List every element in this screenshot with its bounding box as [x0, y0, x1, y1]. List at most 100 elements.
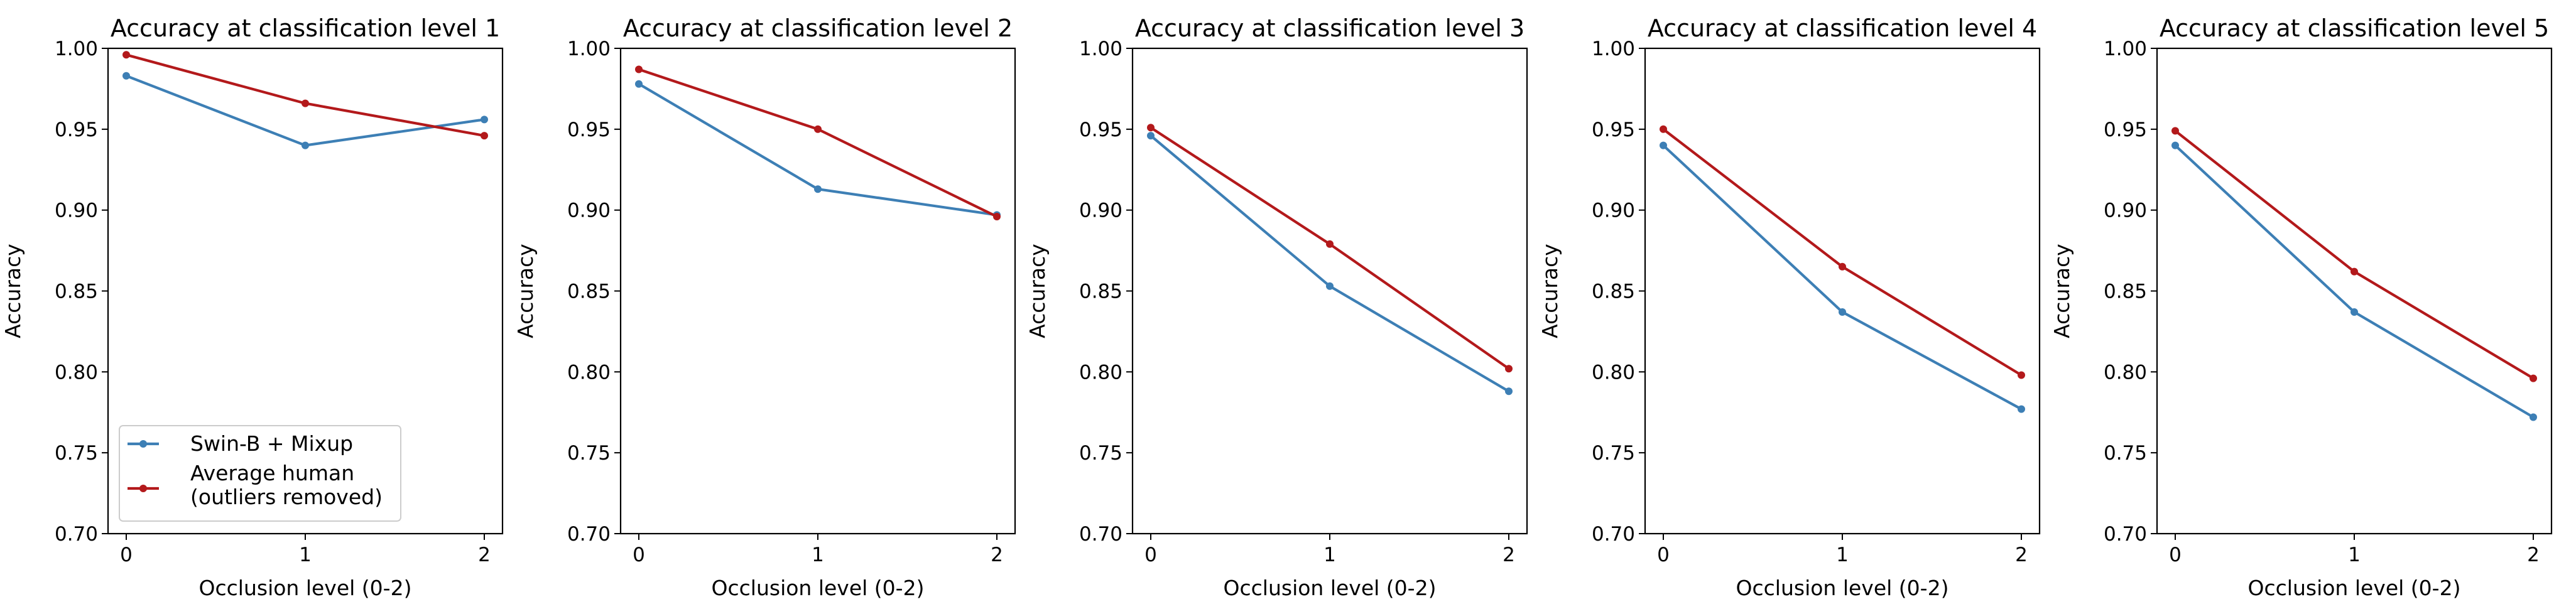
data-point-model-x0	[635, 80, 643, 88]
data-point-human-x1	[2350, 267, 2358, 276]
y-tick-label: 0.85	[1079, 281, 1122, 303]
data-point-human-x2	[2530, 374, 2537, 382]
series-line-human	[126, 53, 485, 137]
x-tick-label: 1	[1323, 544, 1336, 566]
y-tick-label: 0.90	[1079, 200, 1122, 222]
chart-title: Accuracy at classification level 5	[2160, 14, 2549, 42]
y-tick-label: 0.90	[55, 200, 98, 222]
y-tick-label: 0.80	[1079, 361, 1122, 384]
x-axis-label: Occlusion level (0-2)	[2248, 576, 2461, 600]
x-tick-label: 1	[1836, 544, 1849, 566]
data-point-model-x1	[814, 185, 822, 193]
data-point-human-x2	[993, 213, 1001, 220]
series-line-human	[1149, 126, 1510, 370]
legend-swatch-marker	[139, 440, 147, 448]
y-tick-label: 0.95	[2104, 119, 2147, 141]
panel-4: 0.70 0.75 0.80 0.85 0.90 0.95 1.00 0 1 2 Accuracy …	[1538, 14, 2041, 600]
data-point-human-x1	[302, 99, 309, 107]
y-tick-label: 0.85	[2104, 281, 2147, 303]
y-tick-label: 0.95	[1079, 119, 1122, 141]
y-tick-label: 0.90	[1592, 200, 1635, 222]
y-tick-label: 0.80	[567, 361, 611, 384]
data-point-model-x0	[1147, 132, 1155, 140]
x-axis-label: Occlusion level (0-2)	[1736, 576, 1949, 600]
x-tick-label: 2	[991, 544, 1003, 566]
y-tick-label: 0.70	[567, 523, 611, 546]
y-axis-label: Accuracy	[513, 244, 538, 338]
y-tick-label: 0.90	[2104, 200, 2147, 222]
x-tick-label: 1	[812, 544, 824, 566]
data-point-model-x1	[2350, 308, 2358, 316]
data-point-model-x0	[2171, 141, 2179, 149]
x-tick-label: 0	[1657, 544, 1670, 566]
y-tick-label: 1.00	[567, 38, 611, 60]
y-axis-label: Accuracy	[2050, 244, 2074, 338]
y-tick-label: 0.85	[55, 281, 98, 303]
x-tick-label: 2	[2015, 544, 2028, 566]
legend-swatch-marker	[139, 485, 147, 492]
series-line-model	[1149, 134, 1510, 393]
chart-title: Accuracy at classification level 3	[1135, 14, 1524, 42]
series-line-human	[1662, 128, 2023, 377]
y-tick-label: 0.75	[2104, 442, 2147, 465]
axes-frame	[1644, 47, 2041, 535]
y-tick-label: 0.80	[2104, 361, 2147, 384]
series-line-human	[638, 68, 997, 218]
x-tick-label: 2	[1503, 544, 1515, 566]
chart-title: Accuracy at classification level 2	[623, 14, 1013, 42]
y-tick-label: 0.95	[567, 119, 611, 141]
y-tick-label: 0.80	[1592, 361, 1635, 384]
legend: Swin-B + Mixup Average human (outliers rem…	[119, 425, 401, 522]
x-tick-label: 0	[2169, 544, 2182, 566]
data-point-human-x0	[1660, 125, 1667, 133]
y-axis-label: Accuracy	[1538, 244, 1562, 338]
data-point-human-x0	[635, 65, 643, 73]
data-point-human-x2	[481, 132, 488, 140]
legend-label: Average human (outliers removed)	[190, 461, 383, 509]
data-point-model-x2	[2018, 405, 2025, 413]
legend-box	[119, 425, 401, 522]
chart-title: Accuracy at classification level 1	[111, 14, 500, 42]
panel-5: 0.70 0.75 0.80 0.85 0.90 0.95 1.00 0 1 2 Accuracy …	[2050, 14, 2553, 600]
data-point-model-x1	[1326, 282, 1334, 290]
x-tick-label: 1	[2348, 544, 2361, 566]
y-tick-label: 0.95	[1592, 119, 1635, 141]
y-tick-label: 0.75	[55, 442, 98, 465]
panel-1: 0.70 0.75 0.80 0.85 0.90 0.95 1.00 0 1 2 Accuracy …	[1, 14, 504, 600]
axes-frame	[2156, 47, 2553, 535]
series-line-model	[638, 82, 997, 217]
y-tick-label: 0.75	[1079, 442, 1122, 465]
data-point-human-x1	[814, 125, 822, 133]
series-line-model	[1662, 144, 2023, 411]
y-axis-label: Accuracy	[1, 244, 25, 338]
series-line-model	[126, 74, 485, 147]
data-point-human-x0	[122, 51, 130, 59]
data-point-model-x1	[302, 141, 309, 149]
data-point-model-x2	[481, 116, 488, 124]
data-point-human-x0	[2171, 127, 2179, 135]
y-tick-label: 0.90	[567, 200, 611, 222]
x-tick-label: 0	[1144, 544, 1157, 566]
y-tick-label: 1.00	[1079, 38, 1122, 60]
x-tick-label: 0	[120, 544, 133, 566]
x-axis-label: Occlusion level (0-2)	[712, 576, 925, 600]
x-axis-label: Occlusion level (0-2)	[199, 576, 412, 600]
data-point-model-x1	[1839, 308, 1846, 316]
data-point-model-x0	[122, 72, 130, 80]
y-tick-label: 1.00	[1592, 38, 1635, 60]
y-tick-label: 0.70	[2104, 523, 2147, 546]
x-tick-label: 0	[633, 544, 645, 566]
panel-2: 0.70 0.75 0.80 0.85 0.90 0.95 1.00 0 1 2 Accuracy …	[513, 14, 1016, 600]
data-point-model-x2	[1505, 387, 1513, 396]
x-axis-label: Occlusion level (0-2)	[1224, 576, 1437, 600]
panel-3: 0.70 0.75 0.80 0.85 0.90 0.95 1.00 0 1 2 Accuracy …	[1025, 14, 1528, 600]
y-tick-label: 0.70	[55, 523, 98, 546]
x-tick-label: 2	[478, 544, 491, 566]
x-tick-label: 2	[2527, 544, 2540, 566]
y-tick-label: 0.85	[1592, 281, 1635, 303]
data-point-human-x1	[1839, 262, 1846, 271]
data-point-model-x0	[1660, 141, 1667, 149]
data-point-human-x2	[2018, 371, 2025, 379]
y-tick-label: 1.00	[55, 38, 98, 60]
